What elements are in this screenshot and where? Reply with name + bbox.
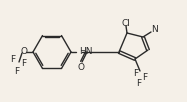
Text: HN: HN (79, 48, 93, 57)
Text: N: N (152, 24, 158, 33)
Text: F: F (137, 79, 142, 89)
Text: F: F (142, 73, 148, 81)
Text: O: O (77, 63, 85, 72)
Text: F: F (22, 59, 27, 69)
Text: F: F (14, 67, 20, 75)
Text: F: F (10, 55, 16, 64)
Text: Cl: Cl (122, 18, 131, 28)
Text: O: O (21, 48, 27, 57)
Text: F: F (134, 69, 139, 79)
